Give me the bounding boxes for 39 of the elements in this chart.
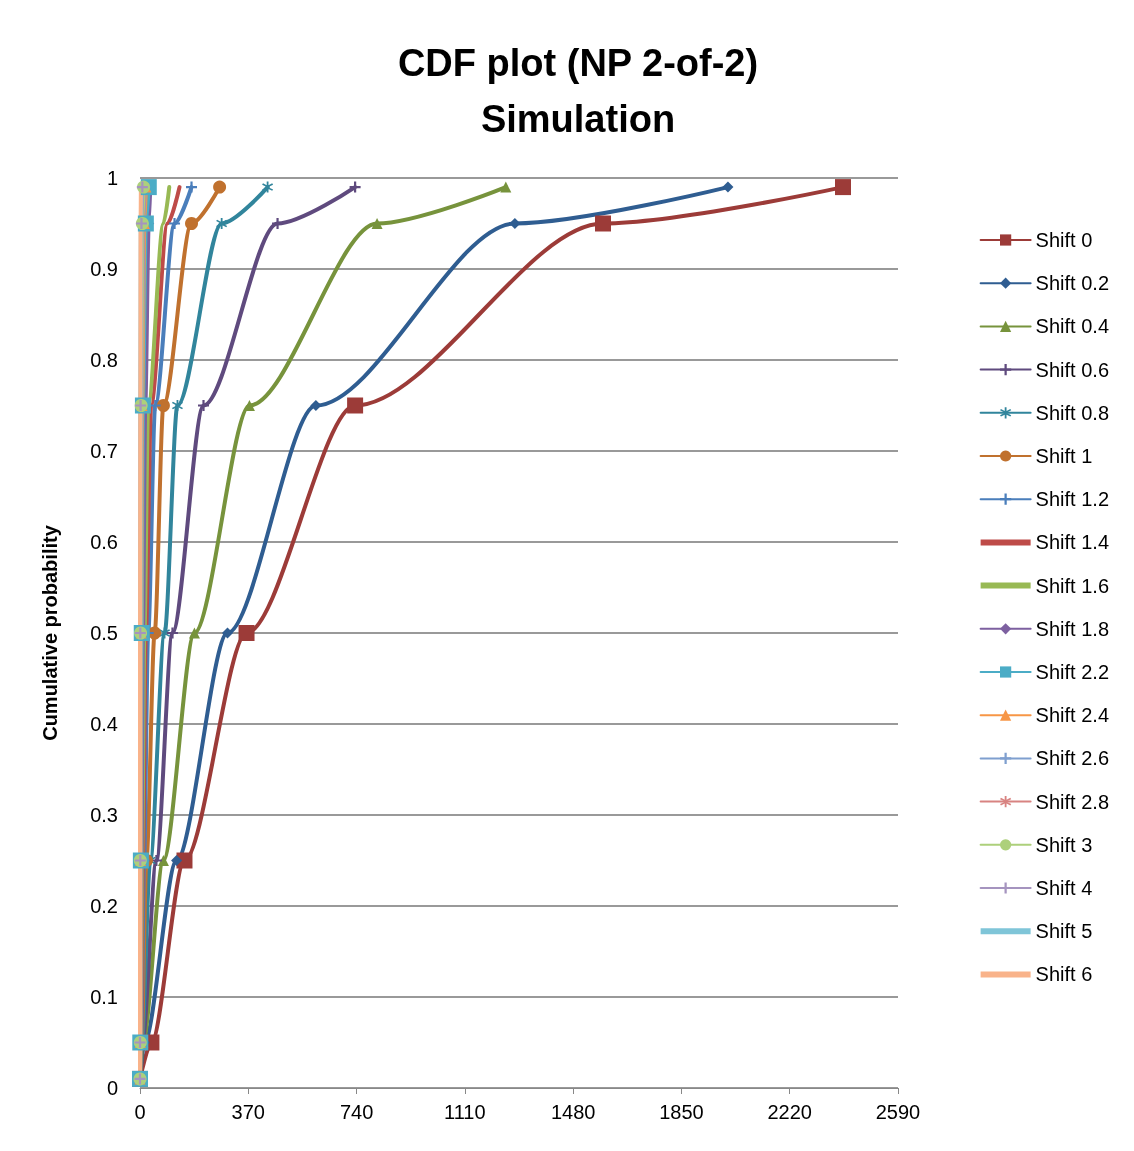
x-tick-label: 2220 [767,1101,812,1123]
legend-label: Shift 0 [1035,229,1093,251]
x-tick-label: 1480 [550,1101,596,1123]
legend-label: Shift 1.2 [1035,488,1110,511]
y-tick-label: 0 [106,1077,118,1099]
x-tick-label: 1850 [659,1101,704,1123]
y-tick-label: 0.6 [90,531,118,553]
y-tick-label: 0.1 [90,986,118,1008]
y-tick-label: 0.3 [90,804,118,826]
legend-label: Shift 2.2 [1035,661,1110,683]
y-tick-label: 0.8 [90,349,118,371]
legend-label: Shift 0.4 [1035,315,1110,338]
legend-label: Shift 0.8 [1035,401,1110,424]
y-tick-label: 0.4 [90,713,118,735]
legend-label: Shift 2.6 [1035,747,1110,770]
x-tick-label: 0 [134,1101,146,1123]
x-tick-label: 740 [339,1101,374,1123]
legend-label: Shift 1 [1035,445,1093,467]
y-tick-label: 0.5 [90,622,118,644]
y-tick-label: 0.7 [90,440,118,462]
x-tick-label: 1110 [444,1101,486,1123]
legend-label: Shift 3 [1035,833,1093,856]
legend-label: Shift 4 [1035,877,1093,899]
legend-label: Shift 1.4 [1035,531,1110,554]
x-tick-label: 370 [231,1101,265,1123]
y-tick-label: 0.9 [90,258,118,280]
legend-label: Shift 2.8 [1035,790,1110,813]
x-tick-label: 2590 [875,1101,921,1123]
legend-label: Shift 2.4 [1035,704,1110,727]
chart-title: CDF plot (NP 2-of-2) Simulation [397,42,759,140]
legend-label: Shift 0.2 [1035,272,1110,295]
y-tick-label: 0.2 [90,895,118,917]
y-axis-title: Cumulative probability [39,524,61,741]
legend-label: Shift 5 [1035,920,1093,943]
legend-label: Shift 1.6 [1035,574,1110,597]
legend-label: Shift 0.6 [1035,358,1110,381]
legend-label: Shift 6 [1035,963,1093,986]
legend-label: Shift 1.8 [1035,617,1110,640]
y-tick-label: 1 [106,167,118,189]
